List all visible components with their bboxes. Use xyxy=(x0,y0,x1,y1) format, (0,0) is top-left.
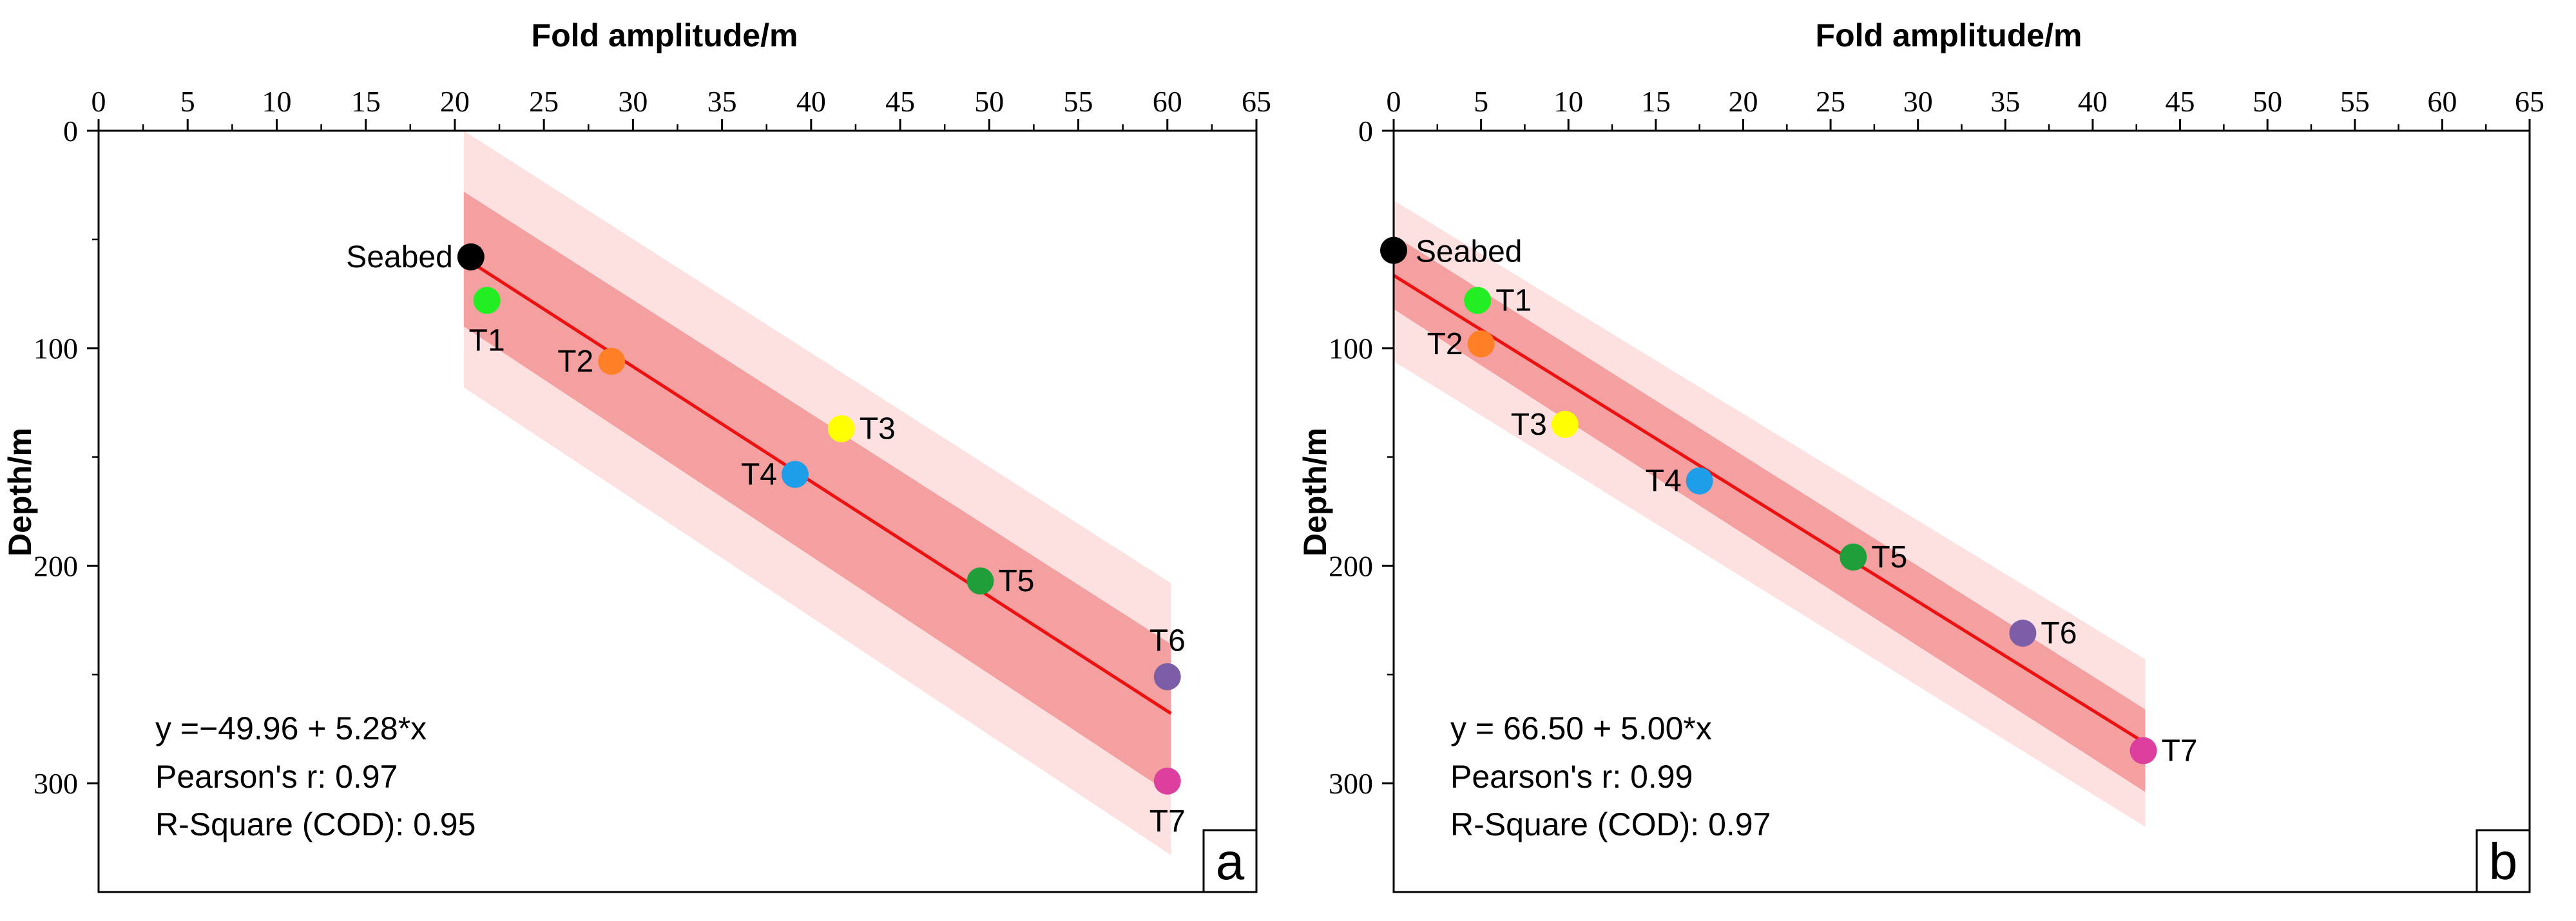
x-tick-label: 15 xyxy=(351,85,381,118)
fit-line xyxy=(1394,274,2146,745)
confidence-band xyxy=(1394,235,2146,792)
pearson-text: Pearson's r: 0.97 xyxy=(155,759,398,795)
data-point-t7 xyxy=(1153,767,1181,795)
point-label-t3: T3 xyxy=(1511,408,1547,442)
x-tick-label: 0 xyxy=(1387,85,1401,118)
x-tick-label: 40 xyxy=(796,85,826,118)
data-point-t6 xyxy=(2009,620,2037,647)
fit-line xyxy=(463,256,1172,715)
x-tick-label: 35 xyxy=(1990,85,2020,118)
y-tick-label: 100 xyxy=(34,332,78,365)
plot-area xyxy=(463,131,1172,855)
x-axis-title: Fold amplitude/m xyxy=(1816,17,2082,53)
point-label-t4: T4 xyxy=(741,458,777,492)
x-tick-label: 60 xyxy=(2427,85,2457,118)
point-label-t2: T2 xyxy=(1427,327,1463,361)
panel-letter: a xyxy=(1216,833,1245,890)
data-point-t2 xyxy=(1467,330,1495,357)
confidence-band xyxy=(463,191,1171,795)
plot-area xyxy=(1394,200,2146,827)
x-tick-label: 20 xyxy=(1728,85,1758,118)
point-label-t2: T2 xyxy=(557,345,593,379)
x-tick-label: 30 xyxy=(618,85,648,118)
data-point-t3 xyxy=(827,415,855,442)
x-tick-label: 55 xyxy=(2340,85,2370,118)
x-tick-label: 60 xyxy=(1153,85,1182,118)
point-label-seabed: Seabed xyxy=(346,240,453,274)
panel-letter: b xyxy=(2489,833,2518,890)
y-tick-label: 200 xyxy=(1329,549,1373,582)
point-label-t1: T1 xyxy=(469,323,505,357)
y-tick-label: 300 xyxy=(34,767,78,800)
x-tick-label: 50 xyxy=(974,85,1004,118)
data-point-t5 xyxy=(1840,543,1867,571)
point-label-seabed: Seabed xyxy=(1416,235,1523,269)
x-tick-label: 5 xyxy=(1474,85,1488,118)
data-point-t4 xyxy=(781,460,809,488)
r-square-text: R-Square (COD): 0.97 xyxy=(1450,806,1771,842)
x-tick-label: 15 xyxy=(1641,85,1671,118)
point-label-t5: T5 xyxy=(998,564,1034,598)
r-square-text: R-Square (COD): 0.95 xyxy=(155,806,476,842)
x-tick-label: 65 xyxy=(1242,85,1271,118)
data-point-t4 xyxy=(1686,467,1713,495)
x-tick-label: 50 xyxy=(2253,85,2282,118)
x-tick-label: 25 xyxy=(1816,85,1845,118)
panel-letter-box xyxy=(2475,829,2531,893)
x-tick-label: 40 xyxy=(2078,85,2108,118)
point-label-t4: T4 xyxy=(1646,464,1682,498)
data-point-t1 xyxy=(1464,287,1492,314)
data-point-t3 xyxy=(1551,410,1579,438)
panel-letter-box xyxy=(1202,829,1258,893)
point-label-t5: T5 xyxy=(1871,540,1907,574)
data-point-t7 xyxy=(2129,737,2157,764)
panel-b: 0 5 10 15 20 25 30 35 40 45 50 55 60 65 0 100 200 300 Fold… xyxy=(1297,17,2544,893)
x-tick-label: 0 xyxy=(91,85,106,118)
y-axis-title: Depth/m xyxy=(1297,428,1333,556)
data-point-t2 xyxy=(598,347,626,375)
y-axis-title: Depth/m xyxy=(2,428,38,556)
point-label-t7: T7 xyxy=(1149,804,1186,839)
pearson-text: Pearson's r: 0.99 xyxy=(1450,759,1693,795)
x-tick-label: 45 xyxy=(2166,85,2195,118)
equation-text: y = 66.50 + 5.00*x xyxy=(1450,710,1712,746)
x-tick-label: 35 xyxy=(707,85,737,118)
data-point-t6 xyxy=(1153,663,1181,690)
data-point-t1 xyxy=(473,287,501,314)
data-point-seabed xyxy=(457,243,485,271)
point-label-t7: T7 xyxy=(2162,734,2198,768)
x-tick-label: 30 xyxy=(1903,85,1933,118)
data-point-seabed xyxy=(1380,236,1407,264)
panel-a: 0 5 10 15 20 25 30 35 40 45 50 55 60 65 0 100 200 300 Fold… xyxy=(2,17,1271,893)
x-tick-label: 10 xyxy=(262,85,291,118)
x-tick-label: 10 xyxy=(1553,85,1583,118)
x-tick-label: 65 xyxy=(2515,85,2544,118)
y-tick-label: 0 xyxy=(63,115,78,147)
x-tick-label: 45 xyxy=(885,85,915,118)
point-label-t3: T3 xyxy=(860,412,896,446)
equation-text: y =−49.96 + 5.28*x xyxy=(155,710,427,746)
point-label-t6: T6 xyxy=(2041,616,2077,650)
data-point-t5 xyxy=(966,567,994,595)
x-tick-label: 25 xyxy=(529,85,559,118)
y-tick-label: 0 xyxy=(1358,115,1373,147)
x-tick-label: 5 xyxy=(180,85,195,118)
x-tick-label: 20 xyxy=(440,85,470,118)
point-label-t6: T6 xyxy=(1149,624,1186,658)
x-axis-title: Fold amplitude/m xyxy=(532,17,798,53)
y-tick-label: 100 xyxy=(1329,332,1373,365)
point-label-t1: T1 xyxy=(1495,283,1532,318)
y-tick-label: 300 xyxy=(1329,767,1373,800)
y-tick-label: 200 xyxy=(34,549,78,582)
x-tick-label: 55 xyxy=(1064,85,1093,118)
